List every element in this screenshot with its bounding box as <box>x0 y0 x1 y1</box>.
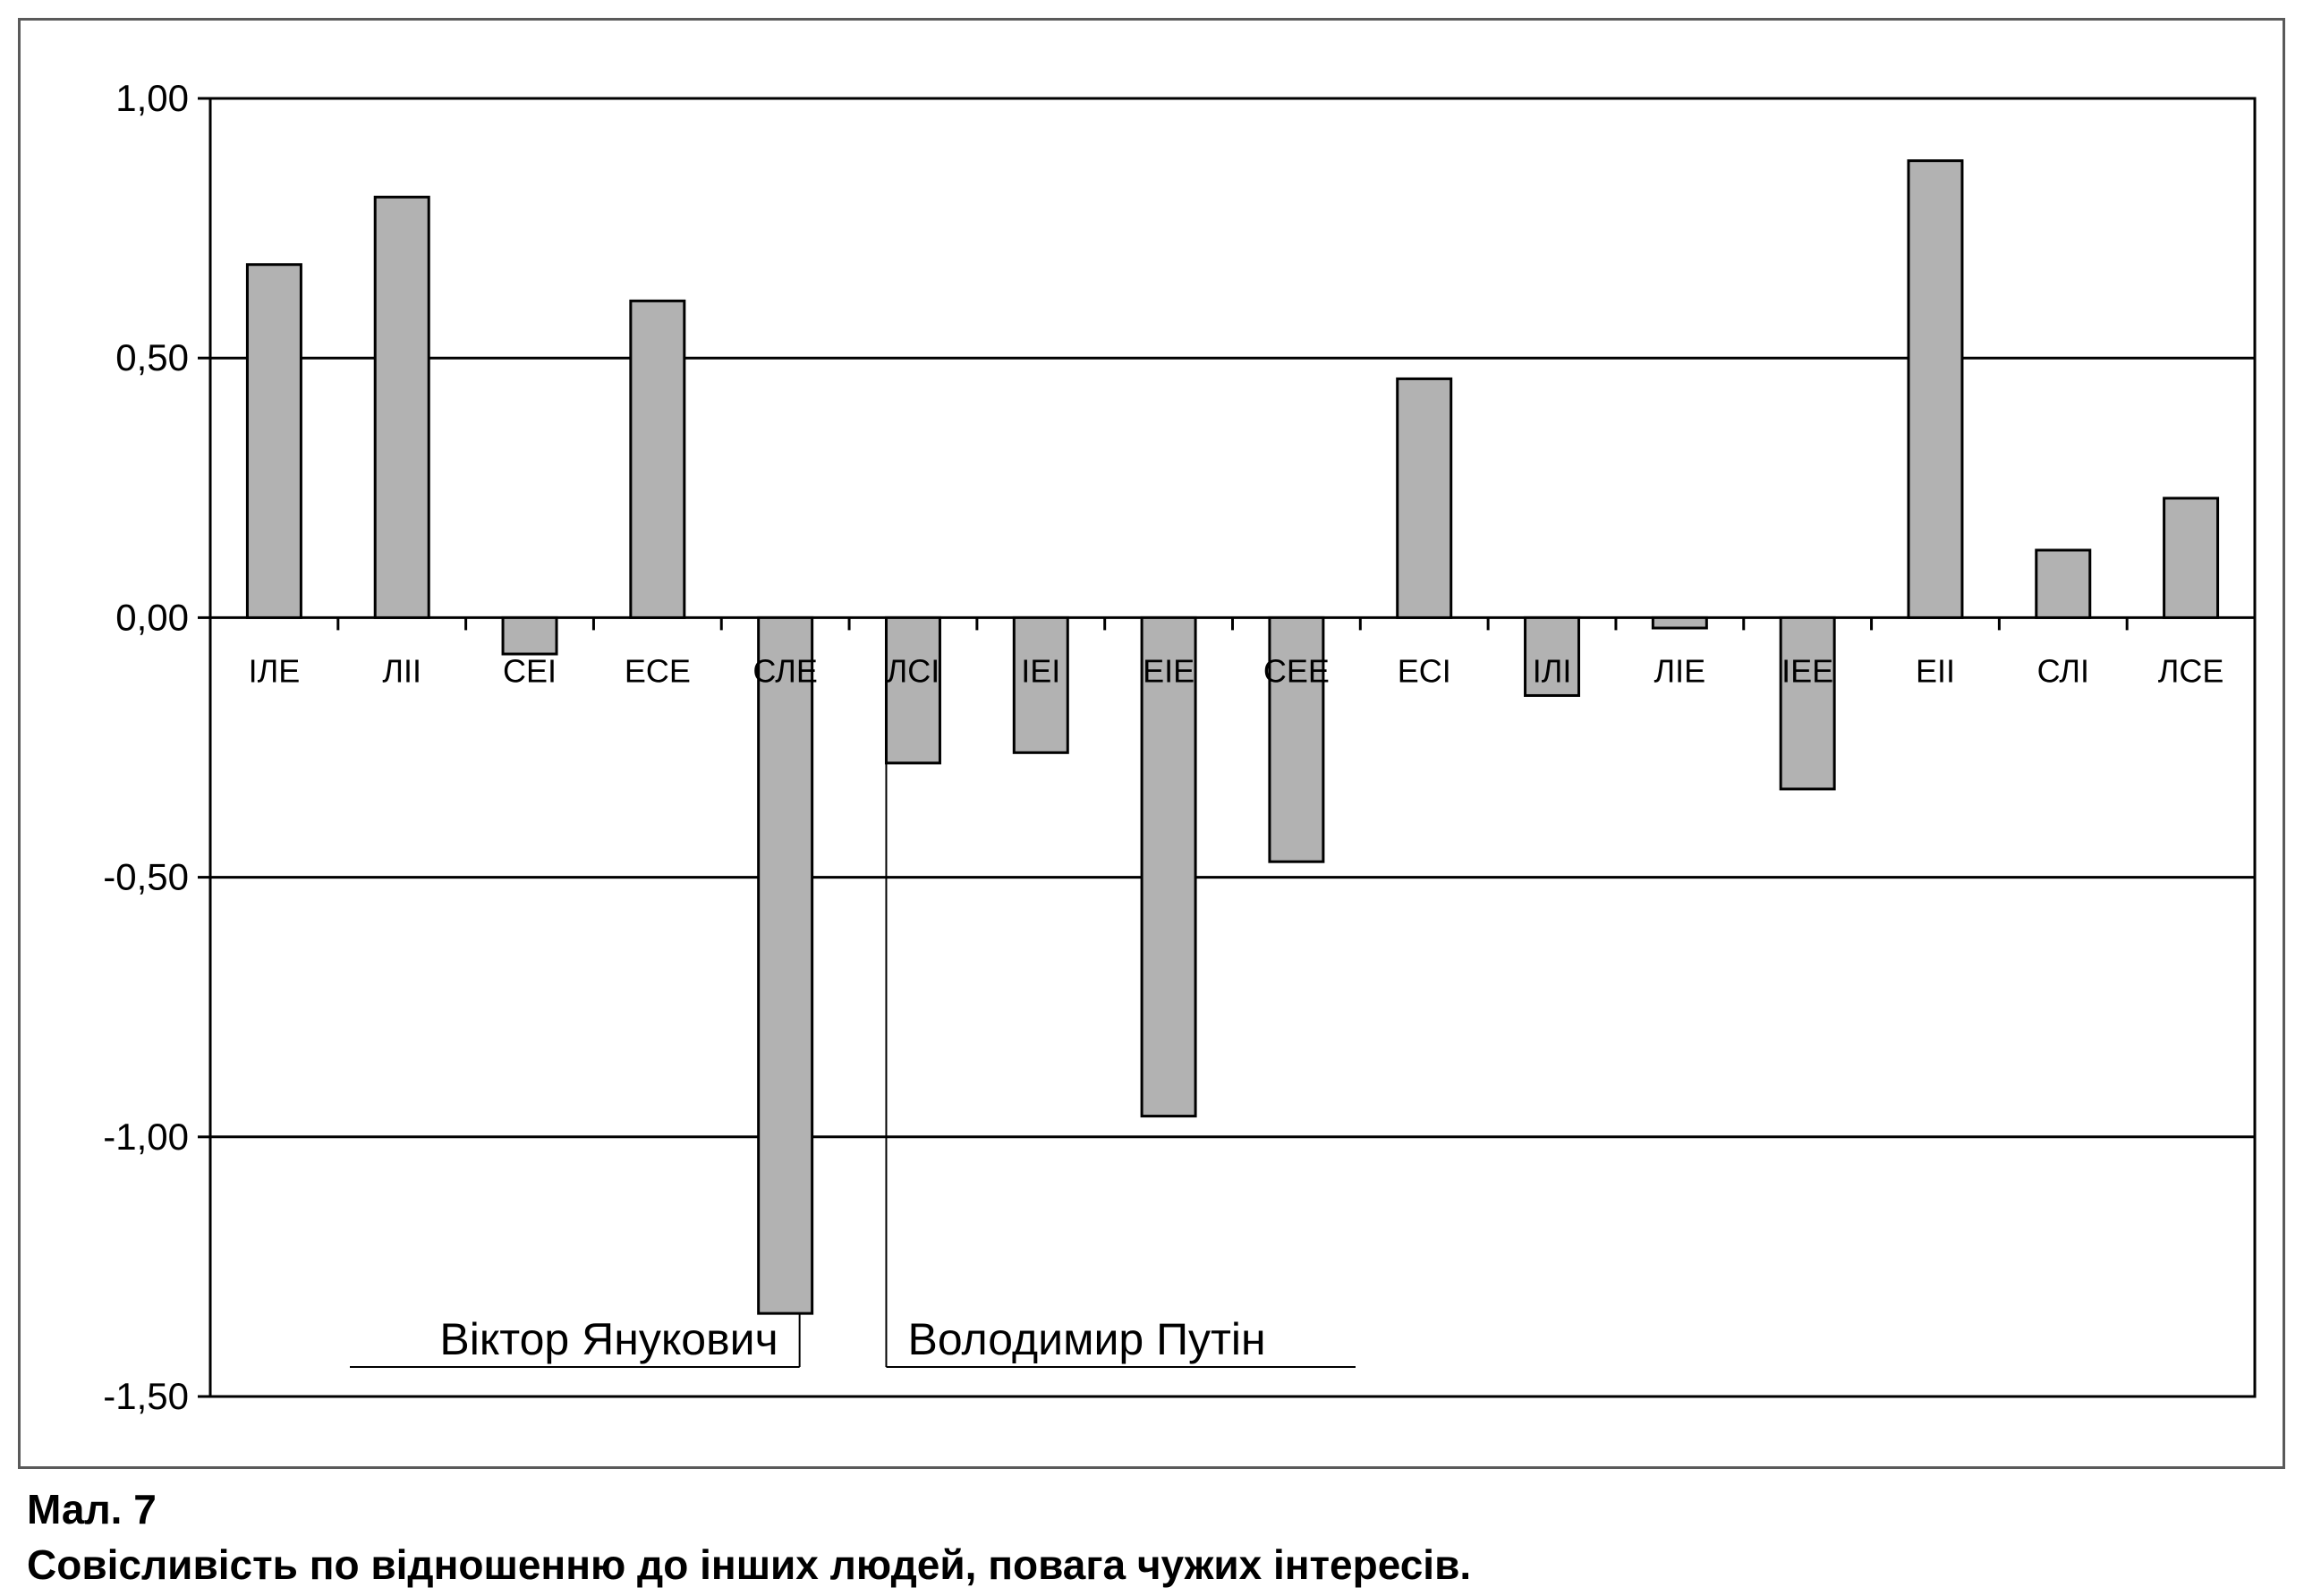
x-tick-label: СЛЕ <box>752 652 817 689</box>
x-tick-label: ІЛЕ <box>249 652 301 689</box>
x-tick-label: ЕІЕ <box>1143 652 1195 689</box>
bar <box>245 263 302 619</box>
bar <box>884 615 941 765</box>
x-axis: ІЛЕ ЛІІ СЕІ ЕСЕ СЛЕ ЛСІ ІЕІ ЕІЕ СЕЕ ЕСІ ІЛІ ЛІЕ ІЕЕ Е… <box>249 652 2224 689</box>
y-tick-label: -1,50 <box>103 1375 189 1417</box>
figure-caption: Совісливість по відношенню до інших люде… <box>27 1541 1472 1588</box>
bar-chart: 1,00 0,50 0,00 -0,50 -1,00 -1,50 ІЛЕ ЛІІ СЕІ ЕСЕ… <box>103 77 2257 1417</box>
bar <box>1779 615 1836 791</box>
x-tick-label: ЛСІ <box>887 652 940 689</box>
x-axis-ticks <box>336 617 2129 631</box>
x-tick-label: СЛІ <box>2037 652 2089 689</box>
bar <box>629 299 686 619</box>
y-axis: 1,00 0,50 0,00 -0,50 -1,00 -1,50 <box>103 77 210 1417</box>
y-tick-label: 1,00 <box>115 77 189 119</box>
x-tick-label: ЕІІ <box>1916 652 1955 689</box>
bar <box>1140 615 1197 1118</box>
y-tick-label: 0,00 <box>115 596 189 638</box>
x-tick-label: ІЛІ <box>1533 652 1572 689</box>
x-tick-label: СЕІ <box>503 652 557 689</box>
bar <box>1907 159 1964 619</box>
x-tick-label: СЕЕ <box>1263 652 1330 689</box>
y-tick-label: -1,00 <box>103 1116 189 1158</box>
x-tick-label: ЕСЕ <box>625 652 691 689</box>
bar <box>501 615 558 656</box>
annotation-label: Віктор Янукович <box>439 1314 778 1364</box>
x-tick-label: ЕСІ <box>1398 652 1451 689</box>
x-tick-label: ІЕЕ <box>1781 652 1833 689</box>
figure-number: Мал. 7 <box>27 1486 157 1532</box>
bar <box>1396 377 1453 619</box>
bar <box>757 615 814 1315</box>
x-tick-label: ЛІІ <box>382 652 421 689</box>
bar <box>1268 615 1325 863</box>
bar <box>2035 548 2092 619</box>
x-tick-label: ЛСЕ <box>2158 652 2224 689</box>
bar <box>1012 615 1069 754</box>
bar <box>2163 497 2220 619</box>
x-tick-label: ІЕІ <box>1021 652 1060 689</box>
bar <box>373 195 430 619</box>
y-tick-label: -0,50 <box>103 856 189 898</box>
bar <box>1524 615 1581 697</box>
y-tick-label: 0,50 <box>115 336 189 378</box>
annotations: Віктор Янукович Володимир Путін <box>350 762 1356 1368</box>
chart-frame: 1,00 0,50 0,00 -0,50 -1,00 -1,50 ІЛЕ ЛІІ СЕІ ЕСЕ… <box>18 18 2285 1469</box>
x-tick-label: ЛІЕ <box>1654 652 1706 689</box>
bars <box>245 159 2220 1315</box>
bar <box>1651 615 1708 630</box>
annotation-label: Володимир Путін <box>907 1314 1265 1364</box>
